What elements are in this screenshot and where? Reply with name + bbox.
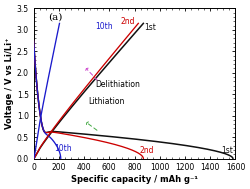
Text: Delithiation: Delithiation	[96, 80, 140, 89]
Text: 1st: 1st	[144, 23, 156, 32]
Text: (a): (a)	[48, 13, 62, 22]
Text: 1st: 1st	[222, 146, 234, 156]
Text: Lithiation: Lithiation	[88, 97, 124, 106]
Text: 2nd: 2nd	[140, 146, 154, 156]
Y-axis label: Voltage / V vs Li/Li⁺: Voltage / V vs Li/Li⁺	[5, 38, 14, 129]
Text: 10th: 10th	[96, 22, 113, 31]
Text: 10th: 10th	[54, 144, 72, 153]
Text: 2nd: 2nd	[121, 17, 135, 26]
X-axis label: Specific capacity / mAh g⁻¹: Specific capacity / mAh g⁻¹	[71, 175, 198, 184]
